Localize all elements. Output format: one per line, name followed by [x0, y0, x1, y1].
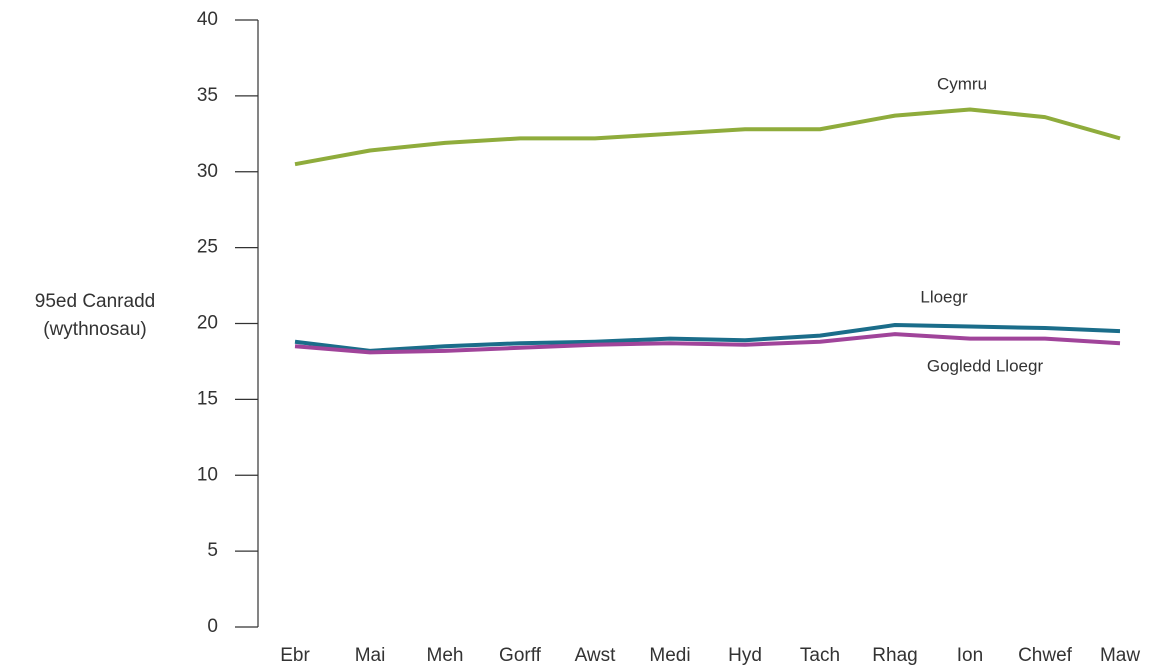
x-tick-label: Ebr	[280, 645, 310, 666]
x-tick-label: Tach	[800, 645, 840, 666]
x-tick-label: Gorff	[499, 645, 542, 666]
x-tick-label: Mai	[355, 645, 386, 666]
series-label: Cymru	[937, 74, 987, 93]
x-tick-label: Hyd	[728, 645, 762, 666]
x-tick-label: Maw	[1100, 645, 1140, 666]
y-tick-label: 40	[197, 9, 218, 30]
series-label: Lloegr	[920, 287, 968, 306]
series-line	[294, 107, 1121, 167]
y-tick-label: 20	[197, 313, 218, 334]
y-axis-label: 95ed Canradd	[35, 291, 155, 312]
x-tick-label: Chwef	[1018, 645, 1073, 666]
x-tick-label: Ion	[957, 645, 983, 666]
y-axis-label: (wythnosau)	[43, 319, 147, 340]
x-tick-label: Meh	[427, 645, 464, 666]
y-tick-label: 5	[207, 540, 218, 561]
x-tick-label: Rhag	[872, 645, 917, 666]
y-tick-label: 10	[197, 464, 218, 485]
x-tick-label: Awst	[575, 645, 617, 666]
y-tick-label: 25	[197, 237, 218, 258]
series-line	[294, 332, 1121, 355]
y-tick-label: 15	[197, 388, 218, 409]
x-tick-label: Medi	[649, 645, 690, 666]
y-tick-label: 30	[197, 161, 218, 182]
y-tick-label: 0	[207, 616, 218, 637]
series-line	[294, 323, 1121, 353]
series-label: Gogledd Lloegr	[927, 356, 1044, 375]
y-tick-label: 35	[197, 85, 218, 106]
